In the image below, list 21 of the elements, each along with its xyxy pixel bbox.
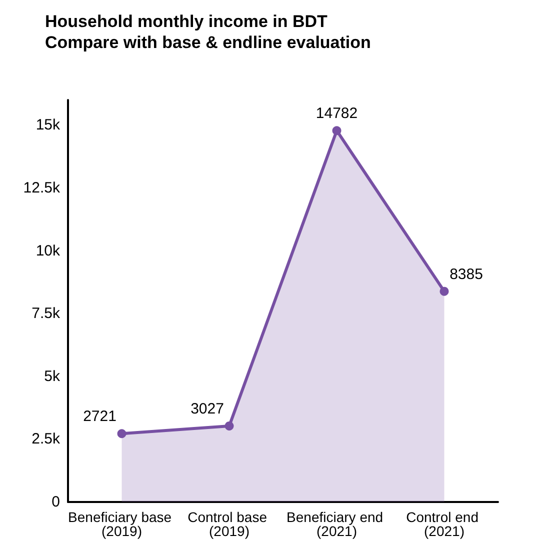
y-tick-label: 7.5k [32,305,60,322]
y-tick-label: 10k [36,242,60,260]
data-label: 8385 [450,266,483,283]
y-tick-label: 12.5k [23,179,60,196]
point [440,286,449,296]
x-tick-label: Beneficiary end (2021) [286,509,387,539]
y-tick-label: 2.5k [32,430,60,448]
chart-subtitle: Compare with base & endline evaluation [45,33,371,52]
chart-title: Household monthly income in BDT [45,12,328,31]
point [117,429,126,438]
x-tick-label: Control end (2021) [406,509,482,539]
point [332,126,342,136]
point [224,421,234,430]
y-tick-label: 5k [44,368,60,385]
data-label: 2721 [83,408,116,426]
y-tick-label: 0 [52,494,60,510]
x-tick-label: Beneficiary base (2019) [68,509,176,539]
y-tick-label: 15k [36,116,60,134]
data-label: 3027 [190,400,224,418]
x-tick-label: Control base (2019) [188,509,271,539]
data-label: 14782 [316,105,358,122]
